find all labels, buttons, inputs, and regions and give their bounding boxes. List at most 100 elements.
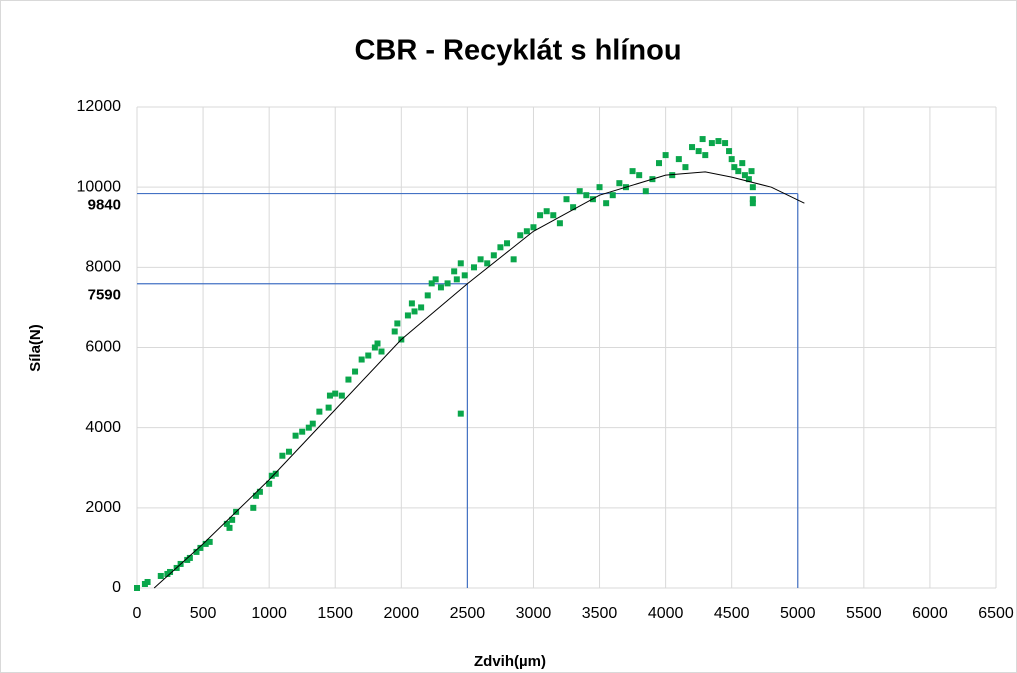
- scatter-point: [272, 470, 279, 477]
- y-tick-label: 8000: [85, 259, 121, 276]
- scatter-point: [609, 192, 616, 199]
- scatter-point: [167, 568, 174, 575]
- scatter-point: [332, 390, 339, 397]
- x-tick-label: 5500: [846, 605, 882, 622]
- scatter-point: [576, 188, 583, 195]
- scatter-point: [642, 188, 649, 195]
- scatter-point: [252, 492, 259, 499]
- scatter-point: [530, 224, 537, 231]
- scatter-point: [596, 184, 603, 191]
- scatter-point: [726, 148, 733, 155]
- x-tick-label: 6500: [978, 605, 1014, 622]
- x-tick-label: 2000: [384, 605, 420, 622]
- y-tick-label: 4000: [85, 419, 121, 436]
- x-tick-label: 1500: [317, 605, 353, 622]
- scatter-point: [715, 138, 722, 145]
- chart-title: CBR - Recyklát s hlínou: [354, 35, 681, 67]
- scatter-point: [656, 160, 663, 167]
- scatter-point: [451, 268, 458, 275]
- scatter-point: [279, 452, 286, 459]
- scatter-point: [408, 300, 415, 307]
- scatter-point: [437, 284, 444, 291]
- scatter-point: [731, 164, 738, 171]
- scatter-point: [358, 356, 365, 363]
- scatter-point: [391, 328, 398, 335]
- scatter-point: [745, 176, 752, 183]
- scatter-point: [292, 432, 299, 439]
- scatter-point: [206, 538, 213, 545]
- scatter-point: [461, 272, 468, 279]
- scatter-point: [202, 540, 209, 547]
- scatter-point: [250, 504, 257, 511]
- scatter-point: [197, 544, 204, 551]
- scatter-point: [543, 208, 550, 215]
- x-tick-label: 3000: [516, 605, 552, 622]
- scatter-point: [299, 428, 306, 435]
- scatter-point: [689, 144, 696, 151]
- guide-label: 9840: [88, 197, 121, 214]
- scatter-point: [453, 276, 460, 283]
- scatter-point: [371, 344, 378, 351]
- scatter-point: [418, 304, 425, 311]
- scatter-point: [268, 472, 275, 479]
- scatter-point: [662, 152, 669, 159]
- scatter-point: [285, 448, 292, 455]
- scatter-point: [695, 148, 702, 155]
- scatter-point: [411, 308, 418, 315]
- scatter-point: [728, 156, 735, 163]
- scatter-point: [702, 152, 709, 159]
- y-tick-label: 6000: [85, 339, 121, 356]
- x-tick-label: 1000: [251, 605, 287, 622]
- y-tick-label: 0: [112, 579, 121, 596]
- y-tick-label: 2000: [85, 499, 121, 516]
- scatter-point: [537, 212, 544, 219]
- scatter-point: [616, 180, 623, 187]
- scatter-point: [305, 424, 312, 431]
- scatter-point: [749, 196, 756, 203]
- scatter-point: [722, 140, 729, 147]
- scatter-point: [669, 172, 676, 179]
- scatter-point: [365, 352, 372, 359]
- scatter-point: [570, 204, 577, 211]
- x-tick-label: 4000: [648, 605, 684, 622]
- scatter-point: [748, 168, 755, 175]
- scatter-point: [193, 548, 200, 555]
- y-axis-label: Síla(N): [27, 324, 44, 372]
- scatter-point: [708, 140, 715, 147]
- scatter-point: [470, 264, 477, 271]
- scatter-point: [229, 516, 236, 523]
- scatter-point: [223, 520, 230, 527]
- scatter-point: [735, 168, 742, 175]
- scatter-point: [432, 276, 439, 283]
- scatter-point: [378, 348, 385, 355]
- scatter-point: [556, 220, 563, 227]
- trendline: [153, 171, 805, 589]
- scatter-point: [144, 578, 151, 585]
- x-tick-label: 2500: [450, 605, 486, 622]
- scatter-point: [457, 260, 464, 267]
- y-tick-label: 12000: [77, 98, 122, 115]
- scatter-point: [444, 280, 451, 287]
- x-axis-label: Zdvih(µm): [474, 653, 546, 670]
- scatter-point: [523, 228, 530, 235]
- scatter-point: [394, 320, 401, 327]
- scatter-point: [345, 376, 352, 383]
- scatter-point: [226, 524, 233, 531]
- scatter-point: [316, 408, 323, 415]
- scatter-point: [428, 280, 435, 287]
- x-tick-label: 4500: [714, 605, 750, 622]
- scatter-point: [326, 392, 333, 399]
- scatter-point: [749, 200, 756, 207]
- scatter-point: [517, 232, 524, 239]
- scatter-point: [675, 156, 682, 163]
- scatter-point: [374, 340, 381, 347]
- scatter-point: [682, 164, 689, 171]
- scatter-point: [699, 136, 706, 143]
- scatter-point: [457, 410, 464, 417]
- x-tick-label: 0: [133, 605, 142, 622]
- scatter-point: [256, 488, 263, 495]
- scatter-point: [504, 240, 511, 247]
- scatter-point: [739, 160, 746, 167]
- x-tick-label: 500: [190, 605, 217, 622]
